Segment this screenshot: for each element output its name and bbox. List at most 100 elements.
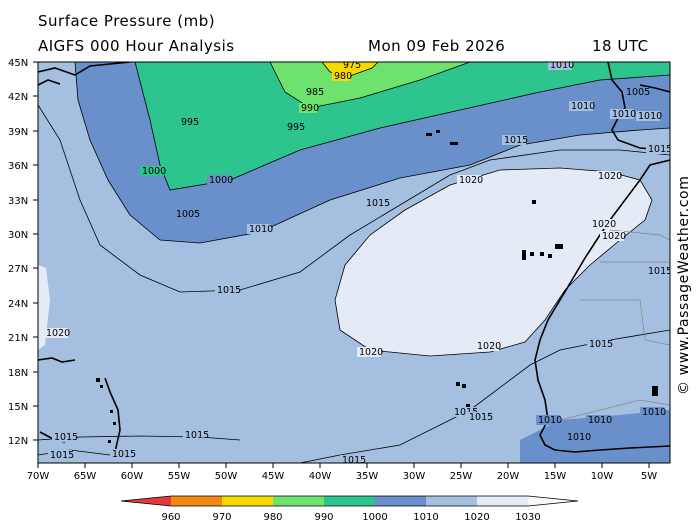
- lon-label: 45W: [262, 471, 285, 482]
- contour-label: 1015: [587, 339, 613, 350]
- contour-label: 985: [304, 87, 324, 98]
- svg-text:1015: 1015: [342, 455, 366, 466]
- legend-swatch: [324, 496, 375, 506]
- lon-label: 70W: [27, 471, 50, 482]
- svg-text:1015: 1015: [50, 450, 74, 461]
- lat-label: 33N: [8, 196, 28, 207]
- contour-label: 1010: [586, 415, 612, 426]
- contour-label: 1010: [536, 415, 562, 426]
- svg-text:1010: 1010: [638, 111, 662, 122]
- lon-label: 65W: [74, 471, 97, 482]
- contour-label: 1010: [640, 407, 666, 418]
- legend-label: 1000: [362, 512, 387, 523]
- contour-label: 1020: [457, 175, 483, 186]
- svg-text:1015: 1015: [469, 412, 493, 423]
- svg-text:1020: 1020: [46, 328, 70, 339]
- svg-text:1010: 1010: [538, 415, 562, 426]
- legend-swatch: [121, 496, 171, 506]
- legend-label: 1030: [515, 512, 540, 523]
- svg-text:1010: 1010: [612, 109, 636, 120]
- svg-text:1015: 1015: [185, 430, 209, 441]
- svg-text:1015: 1015: [648, 144, 672, 155]
- contour-label: 1015: [340, 455, 366, 466]
- lon-label: 60W: [121, 471, 144, 482]
- svg-text:1015: 1015: [454, 407, 478, 418]
- svg-text:975: 975: [343, 60, 361, 71]
- svg-text:1020: 1020: [359, 347, 383, 358]
- contour-label: 1015: [502, 135, 528, 146]
- color-legend: 960 970 980 990 1000 1010 1020 1030: [120, 495, 579, 523]
- contour-label: 1020: [475, 341, 501, 352]
- lon-label: 25W: [450, 471, 473, 482]
- contour-label: 1020: [596, 171, 622, 182]
- contour-label: 1015: [215, 285, 241, 296]
- valid-date: Mon 09 Feb 2026: [368, 37, 506, 55]
- contour-label: 1000: [140, 166, 166, 177]
- map-frame: [37, 61, 671, 464]
- contour-label: 980: [332, 71, 352, 82]
- svg-text:995: 995: [287, 122, 305, 133]
- svg-text:1010: 1010: [571, 101, 595, 112]
- credit-text: © www.PassageWeather.com: [676, 175, 692, 395]
- contour-label: 1015: [183, 430, 209, 441]
- legend-label: 980: [263, 512, 282, 523]
- islands: [96, 130, 658, 457]
- band-above-1020-west: [38, 265, 50, 350]
- lon-label: 15W: [544, 471, 567, 482]
- svg-text:990: 990: [301, 103, 319, 114]
- contour-label: 1015: [452, 407, 478, 418]
- map-subtitle: AIGFS 000 Hour Analysis: [38, 37, 235, 55]
- band-990-1000: [135, 62, 670, 190]
- svg-text:1015: 1015: [112, 449, 136, 460]
- legend-swatch: [528, 496, 578, 506]
- svg-text:1020: 1020: [592, 219, 616, 230]
- svg-text:980: 980: [334, 71, 352, 82]
- lat-label: 39N: [8, 127, 28, 138]
- map-title: Surface Pressure (mb): [38, 12, 216, 30]
- lon-label: 10W: [591, 471, 614, 482]
- contour-label: 1015: [646, 144, 672, 155]
- contour-label: 1015: [646, 266, 672, 277]
- svg-text:1015: 1015: [54, 432, 78, 443]
- contour-label: 1010: [569, 101, 595, 112]
- svg-text:1000: 1000: [142, 166, 166, 177]
- contour-label: 995: [179, 117, 199, 128]
- svg-text:1020: 1020: [459, 175, 483, 186]
- lat-label: 21N: [8, 333, 28, 344]
- contour-label: 1015: [48, 450, 74, 461]
- contour-label: 1010: [610, 109, 636, 120]
- legend-label: 970: [212, 512, 231, 523]
- lon-label: 20W: [497, 471, 520, 482]
- contour-label: 995: [285, 122, 305, 133]
- legend-label: 990: [314, 512, 333, 523]
- pressure-field: 975 980 985 990 995 995 1000 1000 1005 1…: [38, 60, 672, 466]
- lat-label: 15N: [8, 402, 28, 413]
- legend-label: 960: [161, 512, 180, 523]
- contour-label: 1015: [364, 198, 390, 209]
- contour-label: 1015: [467, 412, 493, 423]
- lon-label: 5W: [641, 471, 657, 482]
- contour-label: 1010: [548, 60, 574, 71]
- svg-text:1010: 1010: [588, 415, 612, 426]
- legend-swatch: [171, 496, 222, 506]
- contour-label: 1000: [207, 175, 233, 186]
- lon-label: 35W: [356, 471, 379, 482]
- contour-label: 1010: [247, 224, 273, 235]
- svg-text:1010: 1010: [567, 432, 591, 443]
- lat-label: 42N: [8, 92, 28, 103]
- svg-text:1020: 1020: [602, 231, 626, 242]
- contour-label: 1020: [44, 328, 70, 339]
- legend-swatch: [477, 496, 528, 506]
- svg-text:1010: 1010: [249, 224, 273, 235]
- svg-text:1015: 1015: [648, 266, 672, 277]
- valid-time: 18 UTC: [592, 37, 649, 55]
- legend-swatch: [375, 496, 426, 506]
- legend-swatch: [273, 496, 324, 506]
- svg-text:1015: 1015: [589, 339, 613, 350]
- legend-swatch: [426, 496, 477, 506]
- svg-text:1020: 1020: [477, 341, 501, 352]
- svg-text:1015: 1015: [217, 285, 241, 296]
- svg-text:1010: 1010: [550, 60, 574, 71]
- contour-label: 1010: [636, 111, 662, 122]
